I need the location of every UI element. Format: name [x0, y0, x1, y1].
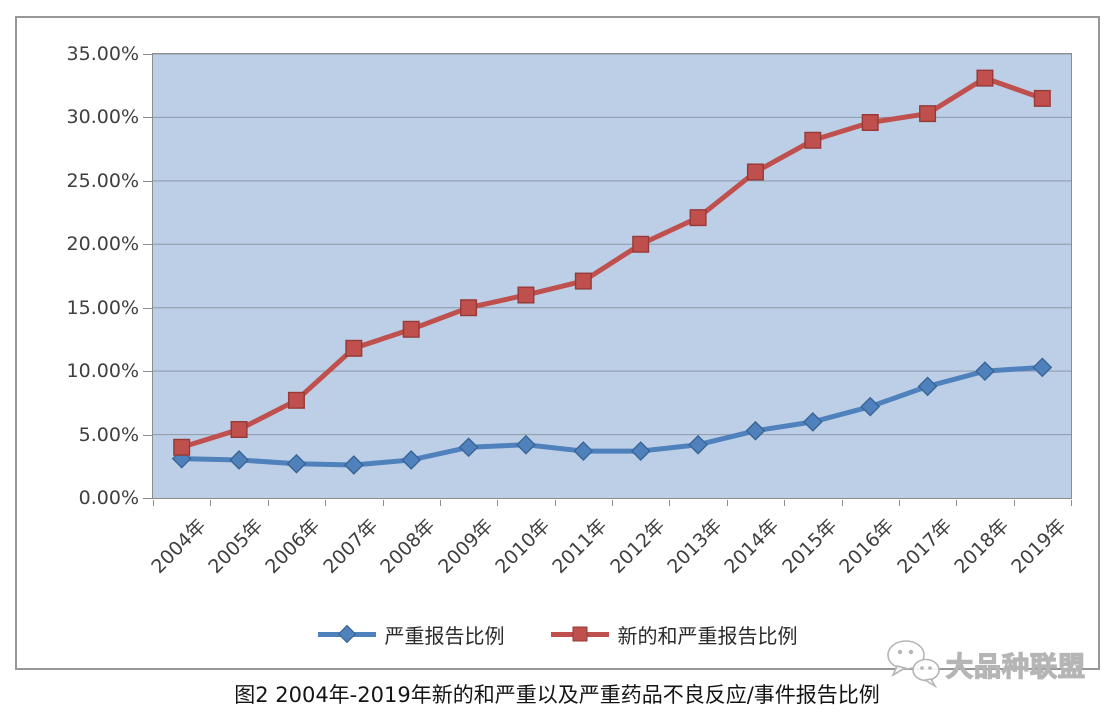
y-axis-label: 30.00% — [66, 106, 139, 129]
data-point-square — [517, 286, 535, 304]
data-point-square — [287, 391, 305, 409]
y-axis-label: 20.00% — [66, 233, 139, 256]
data-point-diamond — [573, 441, 594, 461]
y-axis-tick — [143, 307, 152, 309]
x-axis-tick — [439, 500, 441, 506]
data-point-diamond — [860, 396, 881, 417]
x-axis-tick — [325, 500, 327, 506]
x-axis-tick — [210, 500, 212, 506]
x-axis-tick — [1013, 500, 1015, 506]
data-point-square — [861, 114, 879, 132]
data-point-square — [746, 163, 764, 181]
data-point-square — [173, 438, 191, 456]
data-point-square — [804, 131, 822, 149]
y-axis-tick — [143, 117, 152, 119]
y-axis-tick — [143, 244, 152, 246]
x-axis-tick — [841, 500, 843, 506]
x-axis-tick — [497, 500, 499, 506]
data-point-diamond — [917, 376, 938, 397]
x-axis-tick — [1071, 500, 1072, 506]
y-axis-label: 5.00% — [78, 423, 139, 446]
data-point-square — [976, 69, 994, 87]
data-point-diamond — [229, 450, 249, 470]
chart-title: 图2 2004年-2019年新的和严重以及严重药品不良反应/事件报告比例 — [234, 683, 880, 707]
data-point-square — [632, 235, 650, 253]
x-axis-tick — [267, 500, 269, 506]
data-point-diamond — [745, 420, 766, 441]
x-axis-tick — [784, 500, 786, 506]
y-axis-tick — [143, 54, 152, 55]
data-point-square — [230, 420, 248, 438]
legend: 严重报告比例 新的和严重报告比例 — [17, 614, 1098, 654]
plot-area — [152, 53, 1072, 499]
y-axis-tick — [143, 498, 152, 499]
y-axis-label: 25.00% — [66, 169, 139, 192]
series-line-0 — [179, 364, 1045, 468]
data-point-diamond — [401, 450, 422, 470]
x-axis-tick — [956, 500, 958, 506]
legend-item-new-and-serious: 新的和严重报告比例 — [550, 620, 798, 649]
legend-label: 新的和严重报告比例 — [617, 623, 798, 648]
data-point-square — [402, 320, 420, 338]
chart-frame: 0.00% 5.00% 10.00% 15.00% 20.00% 25.00% 30.00%… — [15, 16, 1100, 670]
data-point-diamond — [688, 434, 708, 455]
x-axis-tick — [382, 500, 384, 506]
blue-diamond-line-icon — [317, 624, 376, 644]
data-point-diamond — [802, 411, 823, 432]
data-point-square — [1033, 89, 1051, 107]
legend-item-serious: 严重报告比例 — [317, 620, 505, 649]
line-chart — [153, 54, 1071, 498]
data-point-square — [345, 339, 363, 357]
data-point-square — [574, 272, 592, 290]
data-point-diamond — [458, 437, 479, 458]
x-axis-tick — [612, 500, 613, 506]
y-axis-label: 35.00% — [66, 43, 139, 65]
x-axis-tick — [726, 500, 728, 506]
watermark: 大品种联盟 — [886, 638, 1112, 690]
data-point-diamond — [343, 455, 364, 475]
x-axis-tick — [898, 500, 900, 506]
x-axis-tick — [153, 500, 154, 506]
data-point-diamond — [516, 434, 536, 455]
data-point-square — [689, 209, 707, 227]
data-point-diamond — [1032, 357, 1053, 378]
x-axis-tick — [554, 500, 556, 506]
y-axis-label: 0.00% — [78, 487, 139, 509]
data-point-diamond — [286, 453, 307, 474]
wechat-icon — [887, 640, 940, 689]
y-axis-tick — [143, 434, 152, 436]
y-axis-tick — [143, 371, 152, 373]
data-point-square — [460, 299, 478, 317]
y-axis-label: 10.00% — [66, 360, 139, 383]
y-axis-tick — [143, 180, 152, 182]
watermark-text: 大品种联盟 — [945, 651, 1086, 683]
red-square-line-icon — [550, 624, 609, 644]
x-axis-tick — [669, 500, 671, 506]
data-point-diamond — [630, 441, 651, 461]
data-point-square — [919, 105, 937, 123]
series-line-1 — [179, 75, 1045, 450]
y-axis-label: 15.00% — [66, 296, 139, 319]
legend-label: 严重报告比例 — [384, 623, 505, 648]
data-point-diamond — [975, 361, 995, 382]
